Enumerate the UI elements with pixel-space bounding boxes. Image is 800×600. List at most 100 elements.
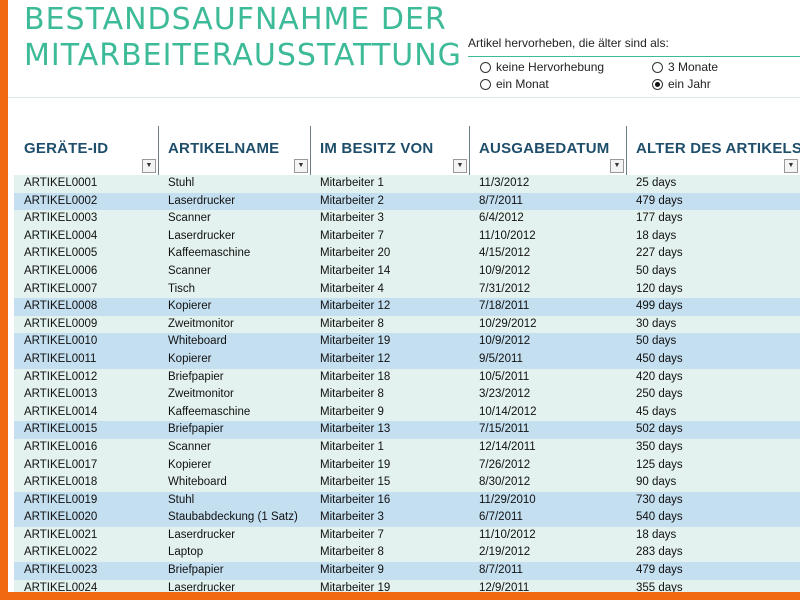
table-cell[interactable]: 6/4/2012 [479,212,524,225]
table-cell[interactable]: ARTIKEL0017 [24,458,98,471]
table-cell[interactable]: Mitarbeiter 7 [320,229,384,242]
table-cell[interactable]: 283 days [636,546,683,559]
table-row[interactable]: ARTIKEL0012 Briefpapier Mitarbeiter 18 10/5… [14,368,800,387]
table-cell[interactable]: 10/14/2012 [479,405,537,418]
column-header-ausgabedatum[interactable]: AUSGABEDATUM ▼ [469,126,626,174]
table-cell[interactable]: Staubabdeckung (1 Satz) [168,511,298,524]
table-cell[interactable]: ARTIKEL0005 [24,247,98,260]
table-cell[interactable]: Kaffeemaschine [168,247,251,260]
table-cell[interactable]: ARTIKEL0009 [24,317,98,330]
table-cell[interactable]: Kaffeemaschine [168,405,251,418]
table-cell[interactable]: Tisch [168,282,196,295]
table-cell[interactable]: 227 days [636,247,683,260]
table-row[interactable]: ARTIKEL0015 Briefpapier Mitarbeiter 13 7/15… [14,421,800,439]
table-row[interactable]: ARTIKEL0023 Briefpapier Mitarbeiter 9 8/7/2… [14,562,800,580]
table-cell[interactable]: Scanner [168,212,211,225]
radio-keine-hervorhebung[interactable]: keine Hervorhebung [480,60,604,74]
table-cell[interactable]: 9/5/2011 [479,352,523,365]
table-cell[interactable]: 7/31/2012 [479,282,531,295]
table-cell[interactable]: 7/15/2011 [479,423,530,436]
table-cell[interactable]: 18 days [636,229,677,242]
table-cell[interactable]: Stuhl [168,177,195,189]
table-cell[interactable]: Mitarbeiter 12 [320,352,391,365]
table-cell[interactable]: Scanner [168,440,211,453]
table-cell[interactable]: Mitarbeiter 13 [320,423,391,436]
table-cell[interactable]: 8/7/2011 [479,194,523,207]
table-row[interactable]: ARTIKEL0002 Laserdrucker Mitarbeiter 2 8/7/… [14,192,800,211]
table-cell[interactable]: 120 days [636,282,683,295]
table-cell[interactable]: 45 days [636,405,677,418]
radio-unselected-icon[interactable] [652,61,663,73]
table-cell[interactable]: ARTIKEL0022 [24,546,98,559]
table-cell[interactable]: 12/9/2011 [479,581,530,592]
table-cell[interactable]: 4/15/2012 [479,247,531,260]
table-cell[interactable]: Briefpapier [168,423,224,436]
table-cell[interactable]: Whiteboard [168,476,227,489]
radio-unselected-icon[interactable] [480,78,491,90]
table-cell[interactable]: 177 days [636,212,683,225]
table-cell[interactable]: 10/5/2011 [479,370,530,383]
table-cell[interactable]: Mitarbeiter 12 [320,300,391,313]
table-row[interactable]: ARTIKEL0021 Laserdrucker Mitarbeiter 7 11/1… [14,526,800,545]
table-cell[interactable]: Kopierer [168,300,212,313]
filter-dropdown-icon[interactable]: ▼ [142,159,156,173]
table-cell[interactable]: Mitarbeiter 9 [320,405,384,418]
table-cell[interactable]: 50 days [636,264,677,277]
table-cell[interactable]: Mitarbeiter 3 [320,212,384,225]
table-cell[interactable]: 7/18/2011 [479,300,530,313]
column-header-alter-des-artikels[interactable]: ALTER DES ARTIKELS ▼ [626,126,800,174]
table-row[interactable]: ARTIKEL0016 Scanner Mitarbeiter 1 12/14/201… [14,438,800,457]
table-cell[interactable]: 479 days [636,194,683,207]
table-cell[interactable]: Mitarbeiter 8 [320,388,384,401]
table-cell[interactable]: Mitarbeiter 8 [320,546,384,559]
table-cell[interactable]: 450 days [636,352,683,365]
column-header-artikelname[interactable]: ARTIKELNAME ▼ [158,126,310,174]
radio-ein-jahr[interactable]: ein Jahr [652,77,711,91]
table-cell[interactable]: Mitarbeiter 19 [320,458,391,471]
table-cell[interactable]: Laptop [168,546,204,559]
table-row[interactable]: ARTIKEL0011 Kopierer Mitarbeiter 12 9/5/201… [14,350,800,369]
table-cell[interactable]: Briefpapier [168,564,224,577]
table-cell[interactable]: ARTIKEL0023 [24,564,98,577]
table-cell[interactable]: 18 days [636,528,677,541]
radio-3-monate[interactable]: 3 Monate [652,60,718,74]
table-row[interactable]: ARTIKEL0004 Laserdrucker Mitarbeiter 7 11/1… [14,227,800,246]
table-cell[interactable]: Briefpapier [168,370,224,383]
table-cell[interactable]: 25 days [636,177,677,189]
table-cell[interactable]: ARTIKEL0020 [24,511,98,524]
table-cell[interactable]: 10/9/2012 [479,335,531,348]
table-row[interactable]: ARTIKEL0003 Scanner Mitarbeiter 3 6/4/2012 1… [14,210,800,228]
table-row[interactable]: ARTIKEL0020 Staubabdeckung (1 Satz) Mitarb… [14,509,800,527]
table-row[interactable]: ARTIKEL0017 Kopierer Mitarbeiter 19 7/26/20… [14,456,800,475]
table-row[interactable]: ARTIKEL0007 Tisch Mitarbeiter 4 7/31/2012 12… [14,280,800,299]
table-row[interactable]: ARTIKEL0005 Kaffeemaschine Mitarbeiter 20 4… [14,245,800,263]
radio-ein-monat[interactable]: ein Monat [480,77,549,91]
table-cell[interactable]: ARTIKEL0003 [24,212,98,225]
filter-dropdown-icon[interactable]: ▼ [453,159,467,173]
table-cell[interactable]: ARTIKEL0018 [24,476,98,489]
table-cell[interactable]: ARTIKEL0008 [24,300,98,313]
filter-dropdown-icon[interactable]: ▼ [610,159,624,173]
table-cell[interactable]: Mitarbeiter 19 [320,335,391,348]
table-cell[interactable]: Mitarbeiter 18 [320,370,391,383]
table-cell[interactable]: 11/10/2012 [479,528,536,541]
radio-unselected-icon[interactable] [480,61,491,73]
table-cell[interactable]: 2/19/2012 [479,546,531,559]
table-cell[interactable]: Laserdrucker [168,581,236,592]
table-cell[interactable]: Scanner [168,264,211,277]
table-cell[interactable]: 355 days [636,581,683,592]
table-cell[interactable]: 502 days [636,423,683,436]
table-cell[interactable]: 540 days [636,511,683,524]
filter-dropdown-icon[interactable]: ▼ [294,159,308,173]
table-cell[interactable]: Mitarbeiter 19 [320,581,391,592]
table-cell[interactable]: Kopierer [168,458,212,471]
table-cell[interactable]: ARTIKEL0001 [24,177,98,189]
table-row[interactable]: ARTIKEL0013 Zweitmonitor Mitarbeiter 8 3/23… [14,386,800,404]
table-cell[interactable]: 730 days [636,493,683,506]
table-cell[interactable]: Laserdrucker [168,528,236,541]
table-cell[interactable]: 8/30/2012 [479,476,531,489]
table-cell[interactable]: Mitarbeiter 16 [320,493,391,506]
table-cell[interactable]: Laserdrucker [168,229,236,242]
table-cell[interactable]: 3/23/2012 [479,388,531,401]
table-row[interactable]: ARTIKEL0010 Whiteboard Mitarbeiter 19 10/9/… [14,333,800,351]
